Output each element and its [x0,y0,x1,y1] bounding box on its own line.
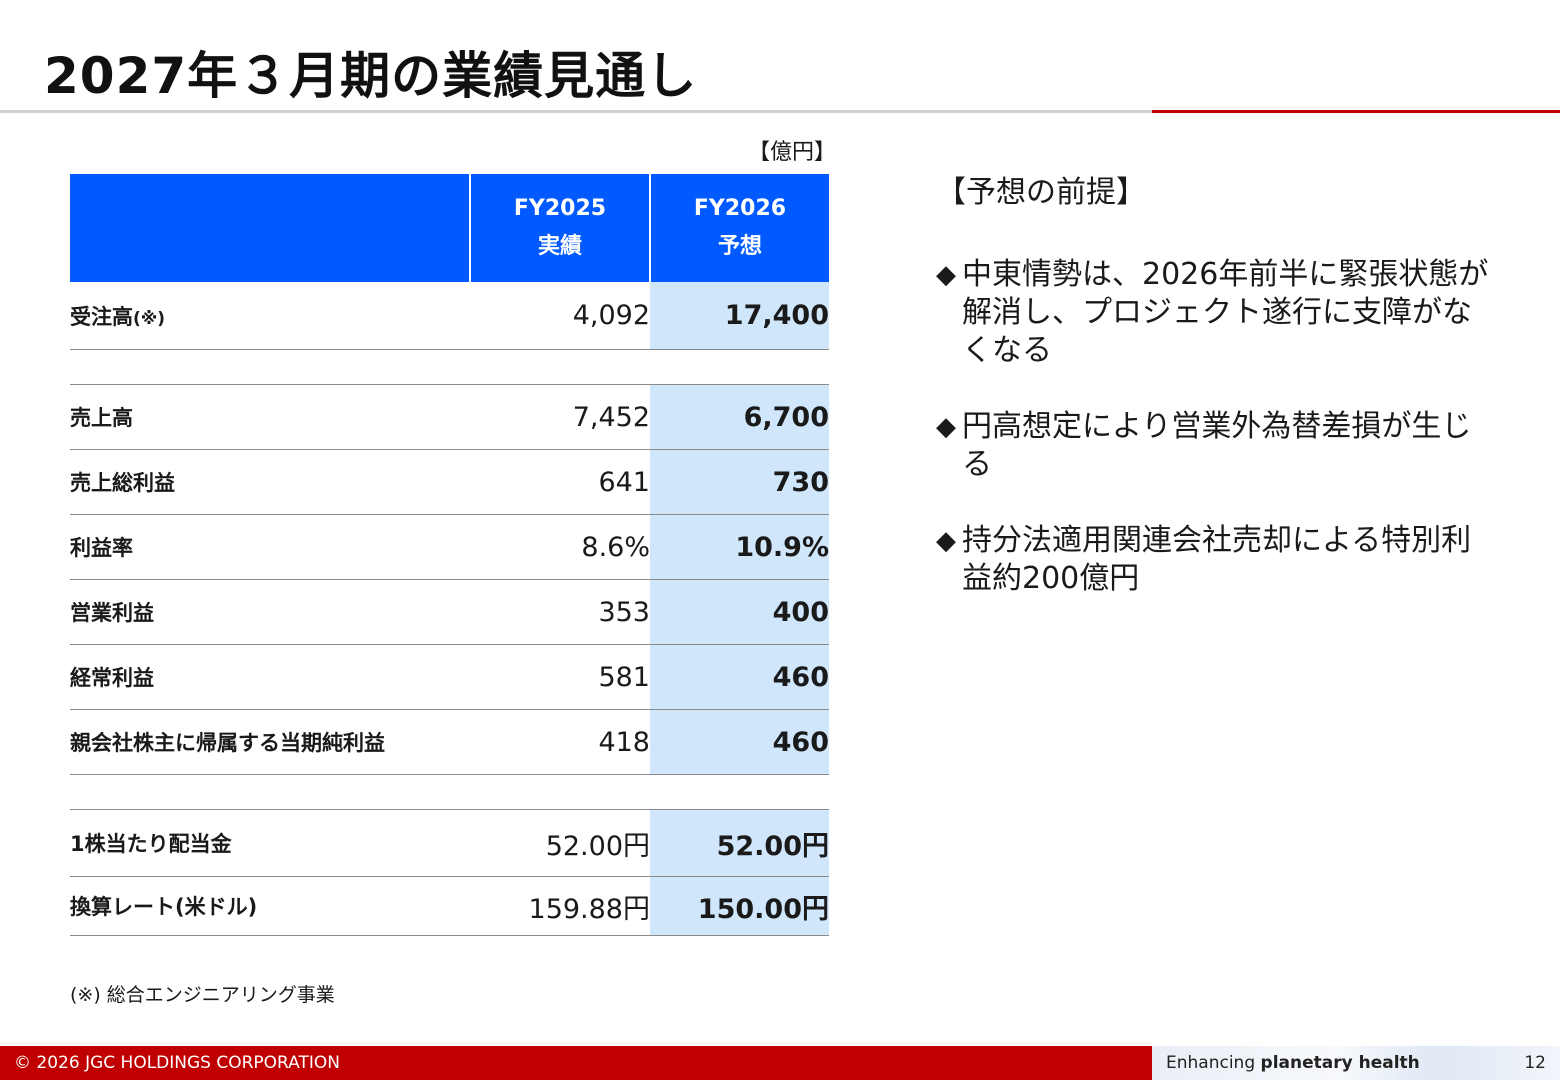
table-spacer [70,349,829,385]
fy2025-value: 353 [470,579,650,645]
table-row: 経常利益 581 460 [70,644,829,710]
header-fy2025-year: FY2025 [513,196,607,221]
row-label: 売上高 [70,384,470,450]
assumption-text: 中東情勢は、2026年前半に緊張状態が解消し、プロジェクト遂行に支障がなくなる [962,257,1489,368]
page-number: 12 [1524,1053,1546,1073]
diamond-bullet-icon: ◆ [936,260,956,290]
diamond-bullet-icon: ◆ [936,412,956,442]
fy2025-value: 52.00円 [470,809,650,877]
assumption-item: ◆ 持分法適用関連会社売却による特別利益約200億円 [936,522,1496,598]
table-row: 換算レート(米ドル) 159.88円 150.00円 [70,876,829,936]
table-spacer [70,774,829,810]
assumptions-title: 【予想の前提】 [936,175,1146,210]
row-label: 経常利益 [70,644,470,710]
header-fy2026-sub: 予想 [717,234,762,259]
fy2026-value: 730 [650,449,829,515]
fy2026-value: 6,700 [650,384,829,450]
row-label: 営業利益 [70,579,470,645]
header-fy2026-year: FY2026 [693,196,787,221]
fy2025-value: 7,452 [470,384,650,450]
tagline: Enhancing planetary health [1166,1046,1420,1080]
tagline-emphasis: planetary health [1260,1053,1420,1073]
fy2026-value: 52.00円 [650,809,829,877]
table-row: 親会社株主に帰属する当期純利益 418 460 [70,709,829,775]
table-row: 売上高 7,452 6,700 [70,384,829,450]
table-row: 利益率 8.6% 10.9% [70,514,829,580]
row-label: 売上総利益 [70,449,470,515]
assumption-item: ◆ 円高想定により営業外為替差損が生じる [936,408,1496,484]
copyright-text: © 2026 JGC HOLDINGS CORPORATION [14,1053,340,1073]
title-divider [0,110,1560,113]
tagline-prefix: Enhancing [1166,1053,1261,1073]
assumption-text: 持分法適用関連会社売却による特別利益約200億円 [962,523,1472,596]
assumptions-panel: 【予想の前提】 ◆ 中東情勢は、2026年前半に緊張状態が解消し、プロジェクト遂… [936,174,1496,636]
fy2026-value: 150.00円 [650,876,829,936]
row-label: 親会社株主に帰属する当期純利益 [70,709,470,775]
table-footnote: (※) 総合エンジニアリング事業 [70,984,335,1006]
row-label: 換算レート(米ドル) [70,876,470,936]
table-row: 受注高(※) 4,092 17,400 [70,282,829,350]
assumption-item: ◆ 中東情勢は、2026年前半に緊張状態が解消し、プロジェクト遂行に支障がなくな… [936,256,1496,370]
footer-bar [0,1046,1152,1080]
footer-tagline-area [1152,1046,1560,1080]
diamond-bullet-icon: ◆ [936,526,956,556]
table-row: 売上総利益 641 730 [70,449,829,515]
fy2026-value: 460 [650,709,829,775]
page-title: 2027年３月期の業績見通し [44,47,698,105]
fy2026-value: 10.9% [650,514,829,580]
note-mark: (※) [133,308,166,329]
row-label: 利益率 [70,514,470,580]
header-label-cell [70,174,471,282]
header-fy2025: FY2025 実績 [470,174,651,282]
fy2025-value: 641 [470,449,650,515]
fy2026-value: 17,400 [650,282,829,350]
fy2025-value: 159.88円 [470,876,650,936]
table-header-row: FY2025 実績 FY2026 予想 [70,174,829,282]
table-row: 営業利益 353 400 [70,579,829,645]
row-label-text: 受注高 [70,304,133,329]
unit-label: 【億円】 [747,140,836,165]
row-label: 1株当たり配当金 [70,809,470,877]
title-divider-accent [1152,110,1560,113]
financial-forecast-table: FY2025 実績 FY2026 予想 受注高(※) 4,092 17,400 … [70,174,829,936]
row-label: 受注高(※) [70,282,470,350]
fy2026-value: 460 [650,644,829,710]
assumption-text: 円高想定により営業外為替差損が生じる [962,409,1472,482]
fy2025-value: 8.6% [470,514,650,580]
fy2026-value: 400 [650,579,829,645]
header-fy2026: FY2026 予想 [650,174,829,282]
fy2025-value: 4,092 [470,282,650,350]
table-row: 1株当たり配当金 52.00円 52.00円 [70,809,829,877]
fy2025-value: 418 [470,709,650,775]
fy2025-value: 581 [470,644,650,710]
header-fy2025-sub: 実績 [537,234,582,259]
